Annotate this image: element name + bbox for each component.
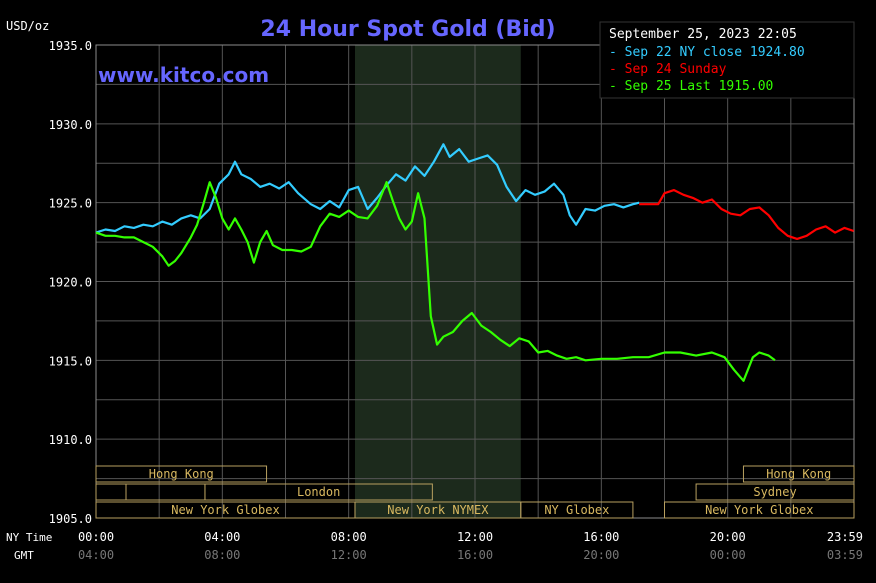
x-tick-label-ny: 08:00 xyxy=(331,530,367,544)
legend-timestamp: September 25, 2023 22:05 xyxy=(609,27,797,42)
y-axis-label: USD/oz xyxy=(6,19,49,33)
x-row-label-ny: NY Time xyxy=(6,531,52,544)
x-tick-label-ny: 12:00 xyxy=(457,530,493,544)
x-tick-label-gmt: 12:00 xyxy=(331,548,367,562)
series-line-2 xyxy=(639,189,855,240)
legend-entry-2: - Sep 24 Sunday xyxy=(609,62,727,77)
y-tick-label: 1935.0 xyxy=(49,39,92,53)
market-session-bars: Hong Kong Hong Kong London Sydney New York G… xyxy=(95,465,855,519)
session-label: New York NYMEX xyxy=(387,503,489,517)
session-bar xyxy=(664,501,855,519)
y-tick-label: 1930.0 xyxy=(49,118,92,132)
y-tick-labels: 1935.0 1930.0 1925.0 1920.0 1915.0 1910.0 1905… xyxy=(49,39,92,526)
legend-box xyxy=(599,21,855,99)
x-tick-label-ny: 20:00 xyxy=(710,530,746,544)
y-tick-label: 1915.0 xyxy=(49,354,92,368)
series-line-1 xyxy=(95,143,640,234)
x-tick-label-gmt: 03:59 xyxy=(827,548,863,562)
grid-lines xyxy=(96,44,854,519)
session-bar xyxy=(204,483,433,501)
chart-title: 24 Hour Spot Gold (Bid) xyxy=(260,17,555,42)
y-tick-label: 1925.0 xyxy=(49,197,92,211)
x-tick-label-gmt: 00:00 xyxy=(710,548,746,562)
session-label: New York Globex xyxy=(705,503,813,517)
x-row-label-gmt: GMT xyxy=(14,549,34,562)
session-bar xyxy=(695,483,855,501)
y-tick-label: 1910.0 xyxy=(49,433,92,447)
x-tick-label-gmt: 08:00 xyxy=(204,548,240,562)
session-label: Hong Kong xyxy=(149,467,214,481)
y-tick-label: 1905.0 xyxy=(49,512,92,526)
x-tick-label-ny: 16:00 xyxy=(583,530,619,544)
x-tick-label-ny: 23:59 xyxy=(827,530,863,544)
session-label: London xyxy=(297,485,340,499)
series-line-3 xyxy=(95,181,776,382)
x-tick-label-gmt: 16:00 xyxy=(457,548,493,562)
session-bar xyxy=(520,501,634,519)
session-label: NY Globex xyxy=(544,503,609,517)
x-tick-label-gmt: 04:00 xyxy=(78,548,114,562)
y-tick-label: 1920.0 xyxy=(49,276,92,290)
session-bar xyxy=(742,465,855,483)
series-lines xyxy=(95,143,855,382)
session-bar xyxy=(95,465,268,483)
session-label: Hong Kong xyxy=(766,467,831,481)
legend: September 25, 2023 22:05 - Sep 22 NY clo… xyxy=(599,21,855,99)
x-tick-labels: 00:00 04:00 04:00 08:00 08:00 12:00 12:00 16:00… xyxy=(78,530,863,562)
x-tick-label-gmt: 20:00 xyxy=(583,548,619,562)
legend-entry-1: - Sep 22 NY close 1924.80 xyxy=(609,45,805,60)
x-tick-label-ny: 04:00 xyxy=(204,530,240,544)
x-tick-label-ny: 00:00 xyxy=(78,530,114,544)
legend-entry-3: - Sep 25 Last 1915.00 xyxy=(609,79,773,94)
session-label: New York Globex xyxy=(171,503,279,517)
watermark-url: www.kitco.com xyxy=(98,63,269,87)
session-label: Sydney xyxy=(753,485,796,499)
